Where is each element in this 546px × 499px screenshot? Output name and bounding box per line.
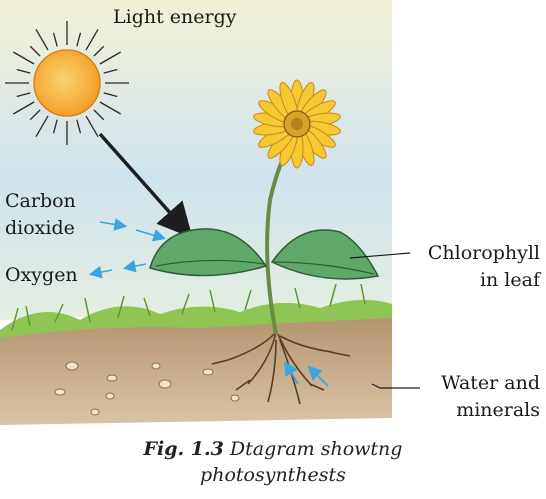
leaf-right: [270, 229, 380, 280]
pebbles: [54, 361, 240, 416]
water-arrows: [284, 360, 329, 387]
label-water-line1: Water and: [441, 372, 540, 394]
figure-caption-line1: Dtagram showtng: [229, 438, 403, 460]
water-pointer: [371, 383, 420, 389]
sun-ray: [52, 32, 58, 47]
label-carbon-dioxide-line1: Carbon: [5, 190, 76, 212]
leaf-left: [149, 228, 268, 277]
label-water-line2: minerals: [456, 399, 540, 421]
light-energy-arrow: [98, 132, 193, 239]
label-light-energy: Light energy: [113, 6, 237, 28]
soil: [0, 318, 392, 425]
sun-ray: [99, 101, 122, 115]
oxygen-arrows: [88, 259, 147, 279]
sun-ray: [103, 92, 118, 98]
sun-ray: [52, 119, 58, 134]
sun-ray: [85, 115, 99, 138]
sun-ray: [29, 109, 41, 121]
sun-ray: [35, 115, 49, 138]
sun-ray: [85, 28, 99, 51]
sun-ray: [103, 68, 118, 74]
figure-number: Fig. 1.3: [143, 438, 224, 460]
sun-ray: [76, 119, 82, 134]
sun-ray: [16, 68, 31, 74]
sun-ray: [12, 101, 35, 115]
sun-ray: [29, 45, 41, 57]
sun-ray: [76, 32, 82, 47]
sun-ray: [93, 45, 105, 57]
sun-ray: [99, 51, 122, 65]
label-chlorophyll-line2: in leaf: [479, 269, 540, 291]
sun-ray: [12, 51, 35, 65]
label-oxygen: Oxygen: [5, 264, 78, 286]
figure-caption: Fig. 1.3 Dtagram showtng photosynthests: [0, 436, 546, 488]
sunflower: [253, 79, 341, 169]
sun-ray: [16, 92, 31, 98]
figure-caption-line2: photosynthests: [200, 464, 346, 486]
label-carbon-dioxide-line2: dioxide: [5, 217, 75, 239]
sun-ray: [35, 28, 49, 51]
chlorophyll-pointer: [349, 252, 411, 259]
sun-ray: [93, 109, 105, 121]
carbon-dioxide-arrows: [99, 218, 167, 242]
label-chlorophyll-line1: Chlorophyll: [427, 242, 540, 264]
sun-icon: [5, 21, 129, 145]
